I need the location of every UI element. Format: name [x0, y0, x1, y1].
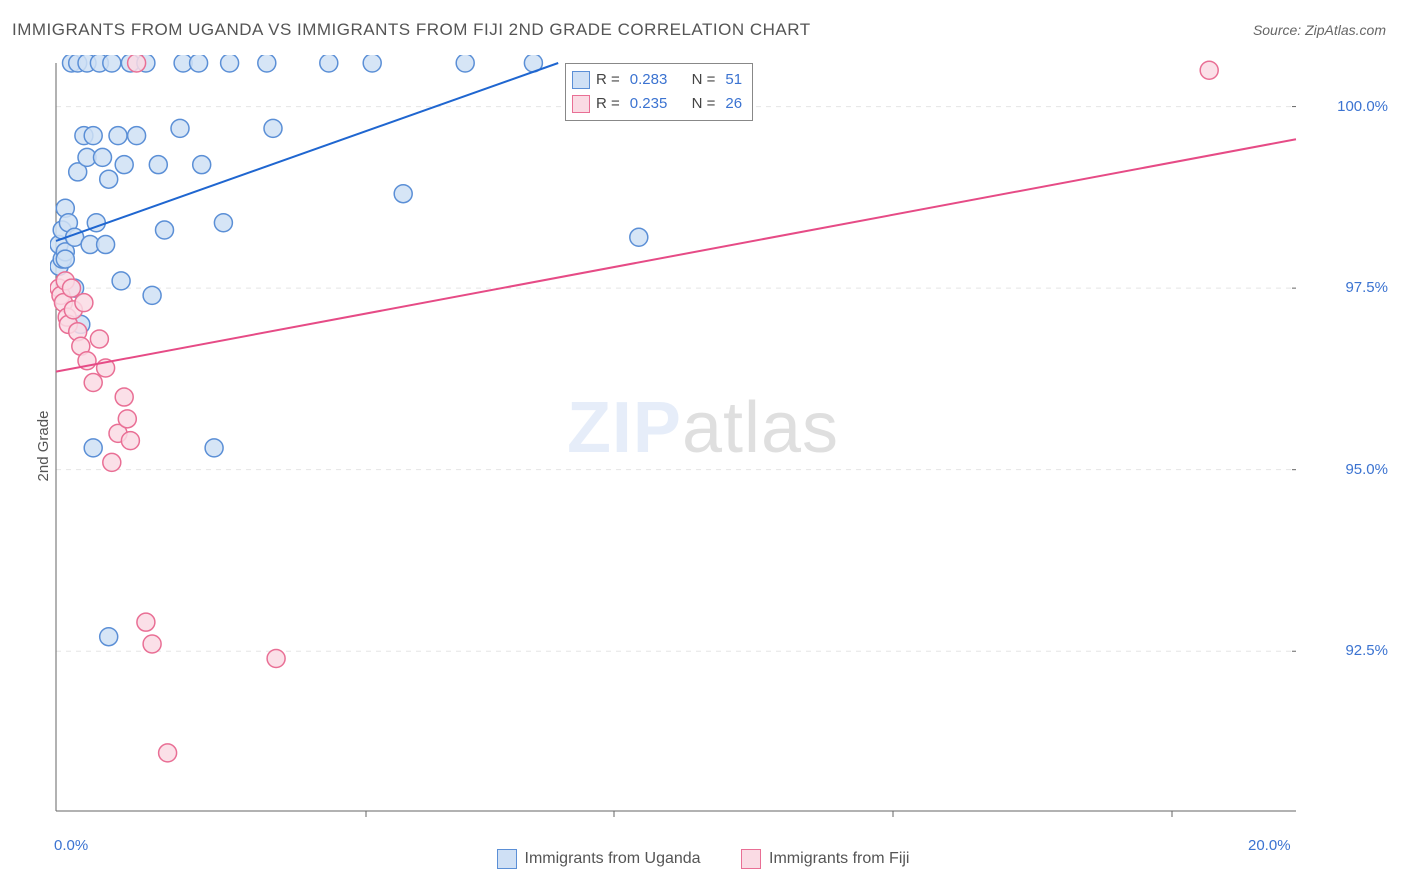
stats-r-fiji: 0.235 [626, 92, 672, 116]
chart-title: IMMIGRANTS FROM UGANDA VS IMMIGRANTS FRO… [12, 20, 811, 40]
y-tick-label: 100.0% [1337, 98, 1388, 115]
stats-row-uganda: R = 0.283 N = 51 [572, 68, 746, 92]
legend-item-uganda: Immigrants from Uganda [497, 849, 701, 869]
scatter-plot [50, 55, 1350, 825]
stats-n-label: N = [692, 92, 716, 116]
stats-n-fiji: 26 [721, 92, 746, 116]
legend-swatch-fiji [741, 849, 761, 869]
stats-n-uganda: 51 [721, 68, 746, 92]
stats-r-label: R = [596, 68, 620, 92]
y-tick-label: 95.0% [1345, 461, 1388, 478]
legend-label-fiji: Immigrants from Fiji [769, 850, 909, 868]
y-tick-label: 97.5% [1345, 279, 1388, 296]
legend-swatch-uganda [497, 849, 517, 869]
legend-label-uganda: Immigrants from Uganda [525, 850, 701, 868]
stats-row-fiji: R = 0.235 N = 26 [572, 92, 746, 116]
x-tick-label: 0.0% [54, 837, 88, 854]
x-tick-label: 20.0% [1248, 837, 1291, 854]
source-attribution: Source: ZipAtlas.com [1253, 22, 1386, 38]
legend-item-fiji: Immigrants from Fiji [741, 849, 909, 869]
stats-r-label: R = [596, 92, 620, 116]
bottom-legend: Immigrants from Uganda Immigrants from F… [0, 849, 1406, 874]
stats-n-label: N = [692, 68, 716, 92]
stats-swatch-fiji [572, 95, 590, 113]
y-tick-label: 92.5% [1345, 642, 1388, 659]
stats-box: R = 0.283 N = 51 R = 0.235 N = 26 [565, 63, 753, 121]
stats-swatch-uganda [572, 71, 590, 89]
stats-r-uganda: 0.283 [626, 68, 672, 92]
